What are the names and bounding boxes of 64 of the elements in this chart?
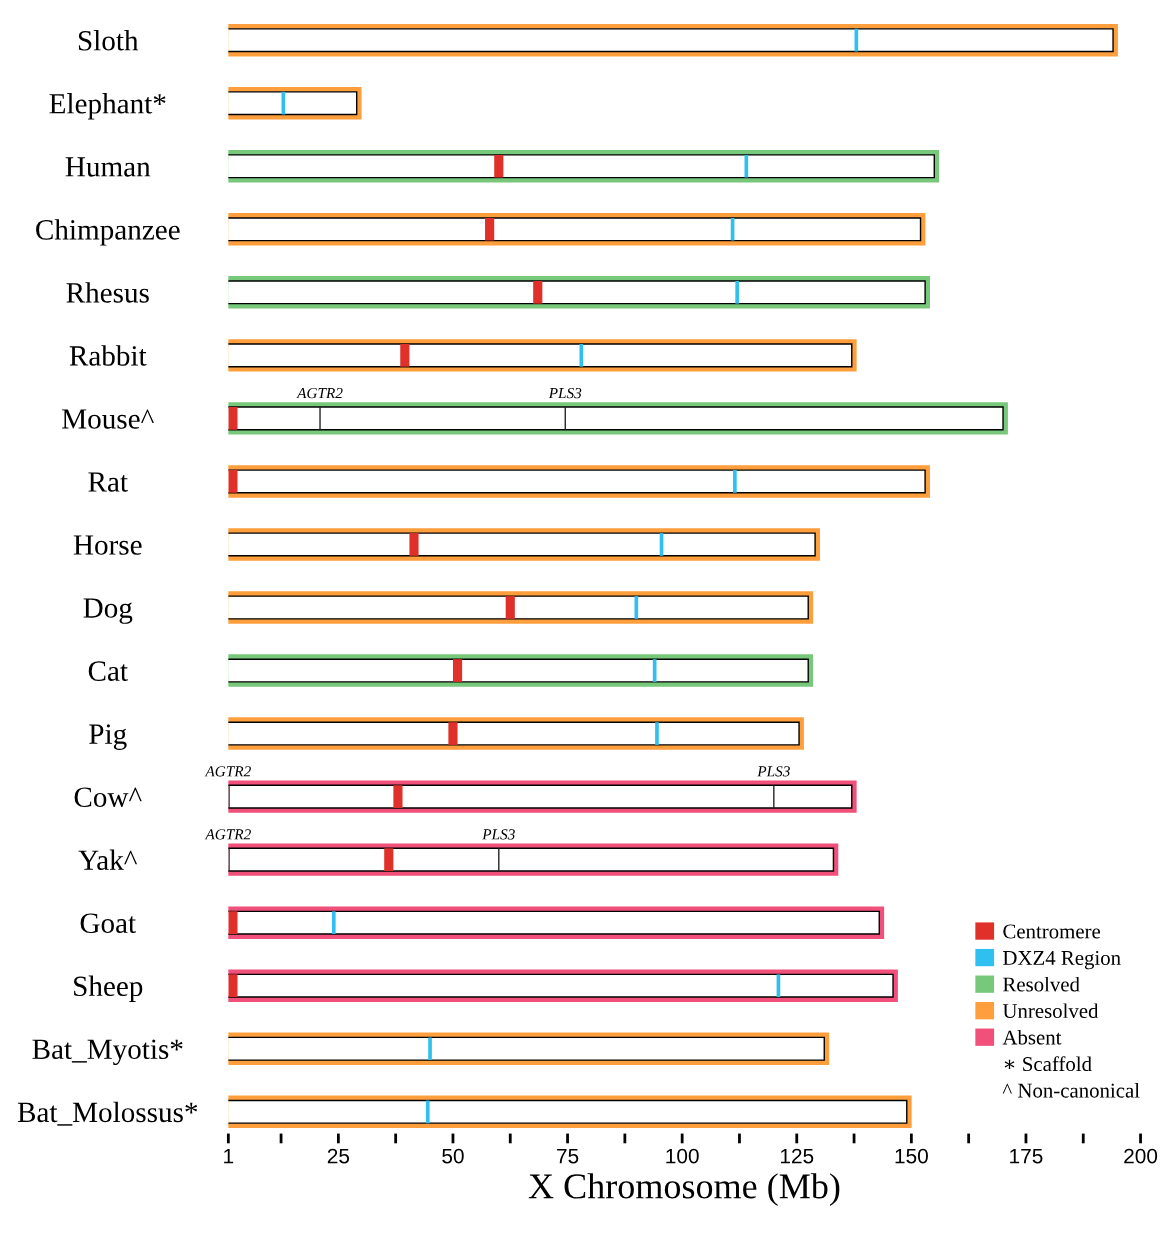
annotation: AGTR2	[296, 388, 343, 399]
bar	[228, 911, 238, 935]
x-tick-label: 50	[442, 1148, 464, 1164]
bar	[634, 596, 639, 619]
y-tick-label: Pig	[89, 724, 127, 750]
bar	[393, 785, 403, 808]
y-tick-label: Goat	[80, 913, 136, 934]
bar	[228, 407, 238, 430]
y-tick-label: Bat_Myotis*	[32, 1039, 183, 1066]
x-tick-label: 200	[1124, 1148, 1158, 1164]
bar	[425, 1100, 430, 1124]
bar	[733, 470, 737, 493]
y-tick-label: Bat_Molossus*	[17, 1101, 198, 1126]
y-tick-label: Yak^	[78, 849, 138, 871]
bar	[448, 722, 458, 745]
bar	[409, 533, 419, 556]
bar	[331, 911, 336, 935]
bar	[384, 848, 394, 871]
bar	[533, 280, 543, 304]
y-tick-label: Cow^	[74, 787, 142, 808]
bar	[228, 470, 238, 493]
y-tick-label: Elephant*	[49, 93, 166, 120]
y-tick-label: Mouse^	[62, 409, 154, 429]
x-tick-label: 125	[780, 1148, 814, 1164]
x-tick-label: 100	[666, 1148, 699, 1164]
y-tick-label: Chimpanzee	[36, 219, 180, 246]
annotation: ^ Non-canonical	[1002, 1082, 1140, 1098]
bar	[228, 974, 238, 998]
x-tick-label: 1	[224, 1148, 234, 1164]
annotation: AGTR2	[204, 829, 251, 840]
y-tick-label: Rabbit	[69, 345, 147, 366]
bar	[655, 722, 659, 745]
annotation: PLS3	[757, 766, 790, 777]
y-tick-label: Human	[65, 157, 151, 177]
legend-label: Centromere	[1003, 924, 1101, 939]
y-tick-label: Horse	[73, 535, 142, 555]
x-tick-label: 25	[327, 1148, 350, 1164]
annotation: PLS3	[482, 829, 515, 840]
bar	[735, 280, 739, 304]
x-tick-label: 175	[1010, 1148, 1043, 1164]
legend-label: Unresolved	[1002, 1003, 1099, 1019]
y-tick-label: Dog	[83, 598, 133, 624]
bar	[505, 596, 515, 619]
x-tick-label: 75	[557, 1148, 579, 1164]
bar	[428, 1037, 432, 1061]
bar	[400, 344, 410, 367]
y-tick-label: Rhesus	[66, 282, 149, 303]
x-tick-label: 150	[895, 1148, 928, 1164]
annotation: PLS3	[548, 388, 582, 399]
y-tick-label: Rat	[88, 472, 128, 492]
legend-label: Absent	[1002, 1029, 1062, 1045]
bar	[744, 154, 749, 178]
y-tick-label: Cat	[88, 661, 128, 681]
annotation: ∗ Scaffold	[1004, 1056, 1092, 1072]
legend-label: Resolved	[1003, 976, 1080, 992]
legend-label: DXZ4 Region	[1003, 950, 1121, 970]
y-tick-label: Sloth	[78, 30, 139, 51]
y-tick-label: Sheep	[74, 975, 143, 1003]
annotation: AGTR2	[204, 766, 251, 777]
bar	[485, 217, 495, 241]
x-axis-title: X Chromosome (Mb)	[528, 1173, 840, 1206]
bar	[579, 344, 584, 367]
bar	[452, 659, 463, 682]
bar	[494, 154, 504, 178]
